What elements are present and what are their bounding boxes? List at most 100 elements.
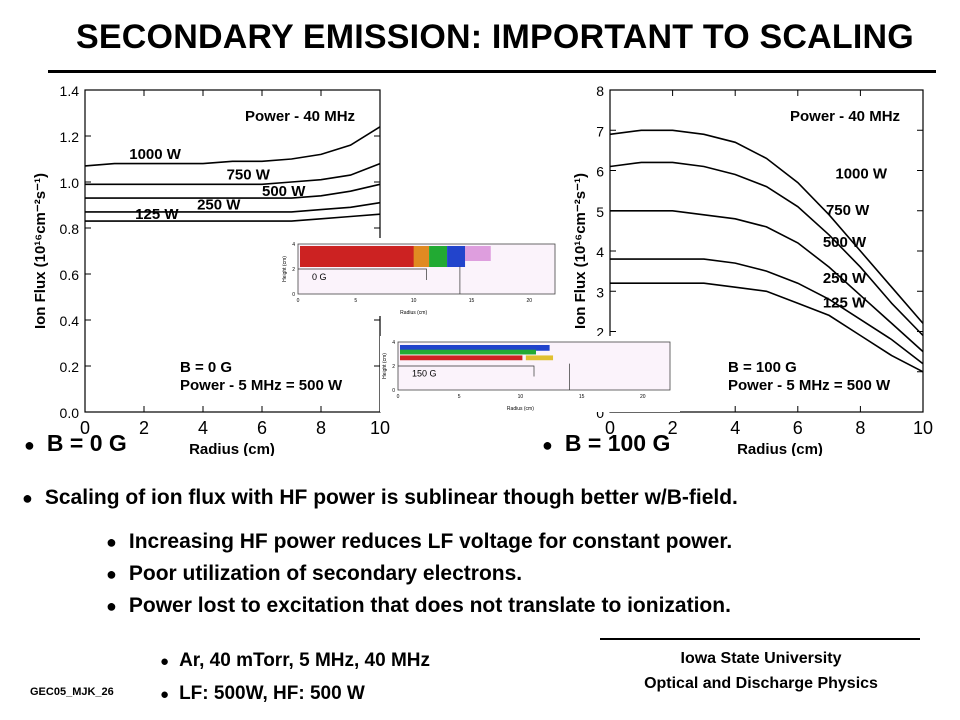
x-tick-label: 8 xyxy=(855,418,865,438)
bullet-dot-icon: ● xyxy=(542,435,553,455)
y-tick-label: 7 xyxy=(596,123,604,139)
y-tick-label: 1.4 xyxy=(60,83,80,99)
inset-y-label: Height (cm) xyxy=(382,353,388,379)
series-line xyxy=(610,210,924,353)
inset-plasma-map-150g: 150 G 0 5 10 15 20 0 2 4 Radius (cm) Height (cm) xyxy=(380,336,680,412)
inset-cool-zone xyxy=(447,246,466,267)
bullet-dot-icon: ● xyxy=(106,564,117,584)
y-axis-label: Ion Flux (10¹⁶cm⁻²s⁻¹) xyxy=(572,173,589,329)
inset-warm-zone xyxy=(413,246,430,267)
inset-hot-zone xyxy=(400,355,523,361)
inset-x-label: Radius (cm) xyxy=(400,310,427,316)
annotation-bottom: B = 100 G xyxy=(728,359,797,376)
bullet-dot-icon: ● xyxy=(24,435,35,455)
inset-y-tick-label: 0 xyxy=(392,388,395,394)
inset-mid-zone xyxy=(400,349,536,355)
bullet-sub-1: ● Increasing HF power reduces LF voltage … xyxy=(106,530,732,554)
y-tick-label: 0.6 xyxy=(60,267,80,283)
inset-y-tick-label: 0 xyxy=(292,292,295,298)
inset-x-tick-label: 20 xyxy=(640,394,646,400)
series-line xyxy=(609,129,924,324)
x-tick-label: 4 xyxy=(198,418,208,438)
inset-y-tick-label: 4 xyxy=(392,340,395,346)
y-axis-label: Ion Flux (10¹⁶cm⁻²s⁻¹) xyxy=(32,173,49,329)
y-tick-label: 2 xyxy=(596,325,604,341)
x-tick-label: 0 xyxy=(80,418,90,438)
x-tick-label: 8 xyxy=(316,418,326,438)
y-tick-label: 8 xyxy=(596,83,604,99)
annotation-bottom: B = 0 G xyxy=(180,359,232,376)
y-tick-label: 5 xyxy=(596,204,604,220)
series-line xyxy=(85,213,381,222)
inset-x-tick-label: 10 xyxy=(518,394,524,400)
inset-electrode-outline xyxy=(398,363,570,390)
series-line xyxy=(610,282,924,373)
series-label: 500 W xyxy=(262,183,306,200)
inset-mid-zone xyxy=(429,246,448,267)
y-tick-label: 1.2 xyxy=(60,129,80,145)
series-line xyxy=(85,162,381,186)
caption-b0: ● B = 0 G xyxy=(24,430,127,457)
bullet-main: ● Scaling of ion flux with HF power is su… xyxy=(22,486,738,510)
slide-code: GEC05_MJK_26 xyxy=(30,686,114,698)
series-label: 1000 W xyxy=(129,146,182,163)
x-axis-label: Radius (cm) xyxy=(189,441,275,456)
bullet-main-text: Scaling of ion flux with HF power is sub… xyxy=(44,486,738,509)
inset-y-tick-label: 4 xyxy=(292,242,295,248)
y-tick-label: 0 xyxy=(596,405,604,421)
inset-x-tick-label: 15 xyxy=(469,298,475,304)
series-line xyxy=(610,258,924,365)
bullet-sub-2: ● Poor utilization of secondary electrons… xyxy=(106,562,522,586)
series-line xyxy=(609,161,924,337)
x-tick-label: 2 xyxy=(668,418,678,438)
x-tick-label: 6 xyxy=(793,418,803,438)
inset-x-tick-label: 0 xyxy=(297,298,300,304)
title-divider xyxy=(48,70,936,73)
inset-y-tick-label: 2 xyxy=(292,267,295,273)
bullet-dot-icon: ● xyxy=(160,686,170,703)
page-title: SECONDARY EMISSION: IMPORTANT TO SCALING xyxy=(76,18,914,56)
inset-cool-zone xyxy=(400,345,550,351)
x-tick-label: 10 xyxy=(913,418,933,438)
series-label: 250 W xyxy=(197,197,241,214)
bullet-dot-icon: ● xyxy=(106,532,117,552)
inset-field-label: 0 G xyxy=(312,272,327,282)
annotation-bottom: Power - 5 MHz = 500 W xyxy=(728,377,891,394)
inset-x-tick-label: 10 xyxy=(411,298,417,304)
x-tick-label: 2 xyxy=(139,418,149,438)
y-tick-label: 0.4 xyxy=(60,313,80,329)
caption-b100: ● B = 100 G xyxy=(542,430,670,457)
inset-x-tick-label: 5 xyxy=(458,394,461,400)
x-tick-label: 4 xyxy=(730,418,740,438)
series-label: 1000 W xyxy=(835,166,888,183)
footer-group: Optical and Discharge Physics xyxy=(644,675,878,692)
bullet-dot-icon: ● xyxy=(106,596,117,616)
y-tick-label: 0.0 xyxy=(60,405,80,421)
y-tick-label: 4 xyxy=(596,244,604,260)
bullet-sub-text: Power lost to excitation that does not t… xyxy=(128,594,731,617)
x-tick-label: 6 xyxy=(257,418,267,438)
series-label: 750 W xyxy=(227,167,271,184)
series-line xyxy=(85,201,381,213)
bullet-sub-text: Poor utilization of secondary electrons. xyxy=(128,562,523,585)
inset-electrode-outline xyxy=(298,266,461,294)
bullet-sub-3: ● Power lost to excitation that does not … xyxy=(106,594,731,618)
y-tick-label: 1.0 xyxy=(60,175,80,191)
bullet-dot-icon: ● xyxy=(22,488,33,508)
series-label: 500 W xyxy=(823,234,867,251)
condition-2: ● LF: 500W, HF: 500 W xyxy=(160,683,365,705)
bullet-dot-icon: ● xyxy=(160,653,170,670)
inset-x-tick-label: 20 xyxy=(527,298,533,304)
y-tick-label: 3 xyxy=(596,284,604,300)
x-axis-label: Radius (cm) xyxy=(737,441,823,456)
y-tick-label: 6 xyxy=(596,164,604,180)
caption-b100-text: B = 100 G xyxy=(564,430,671,456)
x-tick-label: 10 xyxy=(370,418,390,438)
chart-b100: 0123456780246810Radius (cm)Ion Flux (10¹… xyxy=(572,83,933,456)
inset-y-tick-label: 2 xyxy=(392,364,395,370)
series-label: 750 W xyxy=(826,202,870,219)
series-label: 125 W xyxy=(135,206,179,223)
series-label: 250 W xyxy=(823,270,867,287)
annotation-top: Power - 40 MHz xyxy=(790,108,900,125)
series-label: 125 W xyxy=(823,294,867,311)
